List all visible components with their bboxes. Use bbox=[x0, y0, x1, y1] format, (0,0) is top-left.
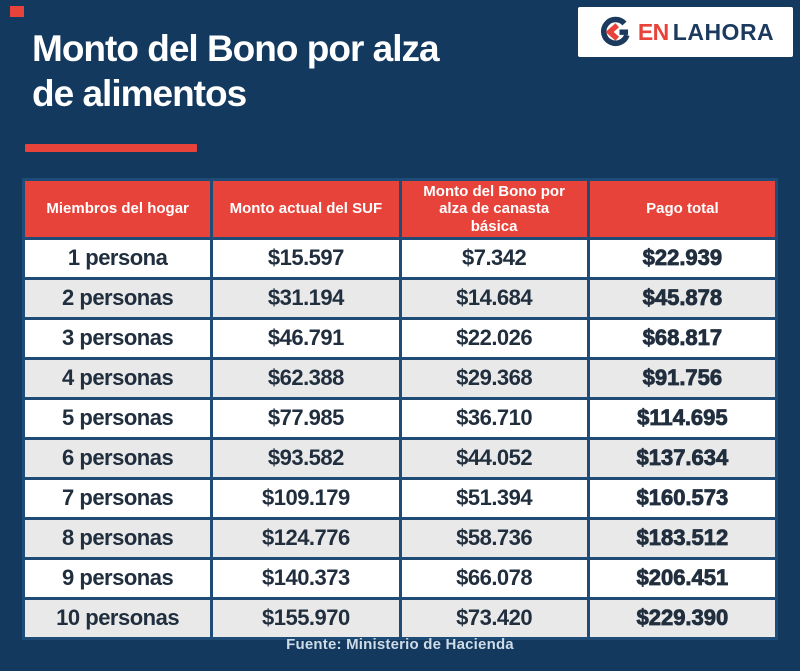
col-header-bono: Monto del Bono por alza de canasta básic… bbox=[398, 178, 590, 240]
page-title: Monto del Bono por alza de alimentos bbox=[32, 26, 440, 116]
cell-bono: $7.342 bbox=[398, 236, 590, 280]
source-caption: Fuente: Ministerio de Hacienda bbox=[286, 636, 514, 653]
cell-bono: $51.394 bbox=[398, 476, 590, 520]
cell-suf: $77.985 bbox=[210, 396, 402, 440]
cell-suf: $15.597 bbox=[210, 236, 402, 280]
col-header-pago-total: Pago total bbox=[586, 178, 779, 240]
table-row: 10 personas $155.970 $73.420 $229.390 bbox=[21, 596, 779, 640]
table-row: 5 personas $77.985 $36.710 $114.695 bbox=[21, 396, 779, 440]
cell-suf: $140.373 bbox=[210, 556, 402, 600]
bono-table-header: Miembros del hogar Monto actual del SUF … bbox=[21, 178, 779, 240]
table-row: 3 personas $46.791 $22.026 $68.817 bbox=[21, 316, 779, 360]
col-header-suf: Monto actual del SUF bbox=[210, 178, 402, 240]
cell-bono: $73.420 bbox=[398, 596, 590, 640]
cell-total: $22.939 bbox=[586, 236, 779, 280]
cell-bono: $14.684 bbox=[398, 276, 590, 320]
cell-bono: $44.052 bbox=[398, 436, 590, 480]
logo-word-en: EN bbox=[637, 18, 669, 45]
cell-suf: $109.179 bbox=[210, 476, 402, 520]
cell-total: $206.451 bbox=[586, 556, 779, 600]
table-row: 1 persona $15.597 $7.342 $22.939 bbox=[21, 236, 779, 280]
cell-total: $91.756 bbox=[586, 356, 779, 400]
cell-label: 5 personas bbox=[21, 396, 214, 440]
enlahora-arrow-icon bbox=[600, 16, 630, 47]
bono-table: Miembros del hogar Monto actual del SUF … bbox=[21, 178, 779, 640]
cell-total: $137.634 bbox=[586, 436, 779, 480]
cell-total: $114.695 bbox=[586, 396, 779, 440]
cell-label: 2 personas bbox=[21, 276, 214, 320]
page-title-line2: de alimentos bbox=[32, 73, 247, 115]
enlahora-logo: EN LAHORA bbox=[578, 7, 793, 57]
cell-suf: $46.791 bbox=[210, 316, 402, 360]
table-row: 9 personas $140.373 $66.078 $206.451 bbox=[21, 556, 779, 600]
cell-bono: $29.368 bbox=[398, 356, 590, 400]
cell-suf: $93.582 bbox=[210, 436, 402, 480]
page-title-line1: Monto del Bono por alza bbox=[32, 28, 440, 69]
cell-label: 4 personas bbox=[21, 356, 214, 400]
cell-bono: $66.078 bbox=[398, 556, 590, 600]
logo-wordmark: EN LAHORA bbox=[638, 19, 774, 46]
cell-label: 7 personas bbox=[21, 476, 214, 520]
table-body: 1 persona $15.597 $7.342 $22.939 2 personas $… bbox=[21, 236, 779, 640]
cell-label: 3 personas bbox=[21, 316, 214, 360]
cell-bono: $36.710 bbox=[398, 396, 590, 440]
cell-total: $160.573 bbox=[586, 476, 779, 520]
cell-suf: $155.970 bbox=[210, 596, 402, 640]
cell-label: 1 persona bbox=[21, 236, 214, 280]
cell-bono: $58.736 bbox=[398, 516, 590, 560]
table-row: 7 personas $109.179 $51.394 $160.573 bbox=[21, 476, 779, 520]
cell-label: 8 personas bbox=[21, 516, 214, 560]
cell-total: $183.512 bbox=[586, 516, 779, 560]
cell-label: 10 personas bbox=[21, 596, 214, 640]
cell-total: $45.878 bbox=[586, 276, 779, 320]
cell-suf: $124.776 bbox=[210, 516, 402, 560]
logo-word-lahora: LAHORA bbox=[672, 18, 775, 45]
corner-accent-square bbox=[10, 6, 24, 17]
cell-suf: $62.388 bbox=[210, 356, 402, 400]
title-underline-rule bbox=[25, 144, 197, 152]
cell-total: $68.817 bbox=[586, 316, 779, 360]
table-row: 6 personas $93.582 $44.052 $137.634 bbox=[21, 436, 779, 480]
cell-label: 6 personas bbox=[21, 436, 214, 480]
col-header-miembros: Miembros del hogar bbox=[21, 178, 214, 240]
table-row: 4 personas $62.388 $29.368 $91.756 bbox=[21, 356, 779, 400]
cell-label: 9 personas bbox=[21, 556, 214, 600]
cell-bono: $22.026 bbox=[398, 316, 590, 360]
cell-suf: $31.194 bbox=[210, 276, 402, 320]
header-row: Miembros del hogar Monto actual del SUF … bbox=[21, 178, 779, 240]
table-row: 8 personas $124.776 $58.736 $183.512 bbox=[21, 516, 779, 560]
cell-total: $229.390 bbox=[586, 596, 779, 640]
table-row: 2 personas $31.194 $14.684 $45.878 bbox=[21, 276, 779, 320]
